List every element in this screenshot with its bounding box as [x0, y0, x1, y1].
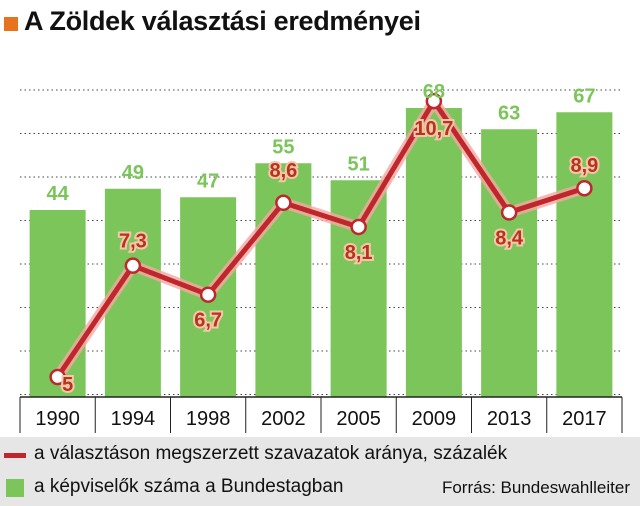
bar-value-label: 67: [573, 85, 595, 107]
x-tick-label: 2017: [562, 408, 607, 430]
line-point-2013: [500, 204, 518, 221]
legend-line-label: a választáson megszerzett szavazatok ará…: [34, 443, 508, 464]
line-value-label: 8,9: [570, 155, 598, 177]
x-axis: 1990 1994 1998 2002 2005 2009 2013 2017: [19, 396, 623, 433]
bar-2009: [405, 108, 462, 397]
line-point-1990: [49, 368, 66, 386]
x-tick-label: 2002: [261, 408, 306, 430]
x-tick-label: 1990: [35, 408, 80, 430]
title-marker: [4, 17, 18, 31]
line-series: [49, 92, 593, 386]
line-value-label: 8,4: [495, 227, 524, 249]
x-tick-label: 1998: [186, 408, 231, 430]
legend-item-bar: a képviselők száma a Bundestagban Forrás…: [0, 473, 640, 503]
bar-line-chart: 1990 1994 1998 2002 2005 2009 2013 2017 44 49 47 5…: [19, 81, 623, 433]
line-value-label: 10,7: [414, 118, 453, 140]
bar-2005: [330, 180, 387, 397]
line-series-path: [55, 98, 587, 380]
line-value-label: 6,7: [194, 310, 222, 332]
bar-value-label: 47: [197, 170, 219, 192]
bar-value-label: 55: [272, 136, 294, 158]
legend-bar-label: a képviselők száma a Bundestagban: [34, 476, 344, 497]
legend-line-swatch: [4, 453, 26, 458]
data-labels: 44 49 47 55 51 68 63 67 5 7,3 6,7 8,6 8,1 10,7 8,4 8,9: [47, 81, 601, 398]
bar-value-label: 68: [423, 81, 445, 103]
line-point-2005: [350, 218, 367, 236]
bar-1990: [29, 210, 86, 397]
bar-value-label: 51: [348, 153, 370, 175]
bar-2017: [556, 112, 613, 397]
bar-value-label: 44: [47, 183, 70, 205]
line-point-1998: [199, 286, 217, 303]
line-value-label: 5: [62, 374, 73, 396]
x-tick-label: 2005: [336, 408, 381, 430]
bar-value-label: 49: [122, 162, 144, 184]
source-note: Forrás: Bundeswahlleiter: [441, 478, 630, 497]
legend-item-line: a választáson megszerzett szavazatok ará…: [0, 440, 640, 470]
bar-2013: [481, 129, 538, 397]
x-tick-label: 2009: [412, 408, 457, 430]
line-value-label: 7,3: [119, 231, 147, 253]
chart-title: A Zöldek választási eredményei: [24, 6, 421, 36]
bars: [29, 108, 613, 397]
bar-value-label: 63: [498, 102, 520, 124]
line-point-2017: [576, 179, 593, 197]
line-value-label: 8,1: [345, 242, 373, 264]
line-point-2002: [275, 194, 292, 212]
chart-header: A Zöldek választási eredményei: [0, 0, 640, 50]
line-point-2009: [425, 92, 443, 110]
line-point-1994: [124, 257, 142, 274]
legend-bar-swatch: [6, 479, 24, 497]
legend: a választáson megszerzett szavazatok ará…: [0, 437, 640, 506]
x-tick-label: 1994: [111, 408, 156, 430]
x-tick-label: 2013: [487, 408, 532, 430]
line-value-label: 8,6: [269, 160, 297, 182]
